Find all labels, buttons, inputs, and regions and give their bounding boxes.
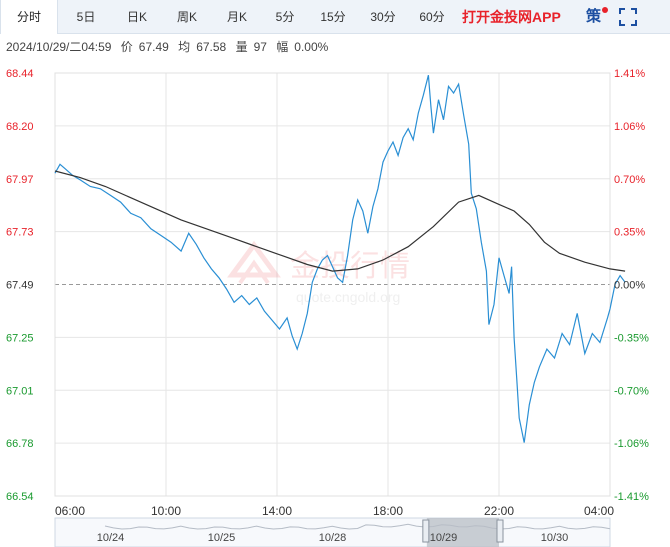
tab-60min[interactable]: 60分 [419,10,445,24]
x-tick-label: 22:00 [484,504,514,518]
average-line [54,170,626,272]
x-tick-label: 18:00 [373,504,403,518]
y-tick-right: 0.70% [614,174,645,186]
watermark-text: 金投行情 [290,250,410,283]
y-tick-left: 67.97 [6,174,34,186]
y-tick-right: -1.41% [614,491,649,503]
x-tick-label: 14:00 [262,504,292,518]
tab-5day[interactable]: 5日 [76,10,96,24]
notification-dot [602,7,609,13]
avg-label: 均 [178,40,191,54]
watermark-logo-icon [227,240,281,285]
avg-value: 67.58 [196,40,227,54]
y-tick-right: -0.70% [614,385,649,397]
plot-border [54,72,611,497]
price-label: 价 [120,40,133,54]
y-tick-left: 67.25 [6,332,34,344]
price-value: 67.49 [138,40,169,54]
y-tick-left: 67.01 [6,385,34,397]
quote-info-line: 2024/10/29/二04:59 价 67.49 均 67.58 量 97 幅 0.0… [6,38,334,56]
watermark-url: quote.cngold.org [296,289,400,305]
y-tick-right: 1.41% [614,68,645,80]
y-tick-left: 66.54 [6,491,34,503]
tab-weekly-k[interactable]: 周K [176,10,197,24]
y-tick-left: 68.44 [6,68,34,80]
quote-datetime: 2024/10/29/二04:59 [6,40,112,54]
y-tick-right: -0.35% [614,332,649,344]
fullscreen-icon[interactable] [619,8,637,26]
axis-labels: 68.44 1.41% 68.20 1.06% 67.97 0.70% 67.73 0.35%… [6,68,649,518]
strategy-label: 策 [586,8,602,25]
open-app-link[interactable]: 打开金投网APP [462,9,561,25]
series-layer [54,75,626,443]
change-label: 幅 [276,40,289,54]
y-tick-left: 67.73 [6,227,34,239]
y-tick-right: 0.00% [614,280,645,292]
tab-monthly-k[interactable]: 月K [226,10,247,24]
period-tab-bar: 分时 5日 日K 周K 月K 5分 15分 30分 60分 打开金投网APP 策 [0,0,670,34]
tab-30min[interactable]: 30分 [370,10,396,24]
tab-daily-k[interactable]: 日K [126,10,147,24]
tab-15min[interactable]: 15分 [320,10,346,24]
y-tick-right: 1.06% [614,121,645,133]
tab-5min[interactable]: 5分 [275,10,295,24]
y-tick-left: 68.20 [6,121,34,133]
y-tick-left: 67.49 [6,280,34,292]
strategy-button[interactable]: 策 [586,0,609,34]
volume-value: 97 [253,40,267,54]
y-tick-left: 66.78 [6,438,34,450]
price-line [54,75,626,443]
y-tick-right: -1.06% [614,438,649,450]
tab-intraday[interactable]: 分时 [0,0,58,34]
change-value: 0.00% [294,40,329,54]
volume-label: 量 [235,40,248,54]
x-tick-label: 10:00 [151,504,181,518]
y-tick-right: 0.35% [614,227,645,239]
watermark: 金投行情 quote.cngold.org [227,240,410,305]
x-tick-label: 04:00 [584,504,614,518]
chart-grid [54,72,611,497]
x-tick-label: 06:00 [55,504,85,518]
